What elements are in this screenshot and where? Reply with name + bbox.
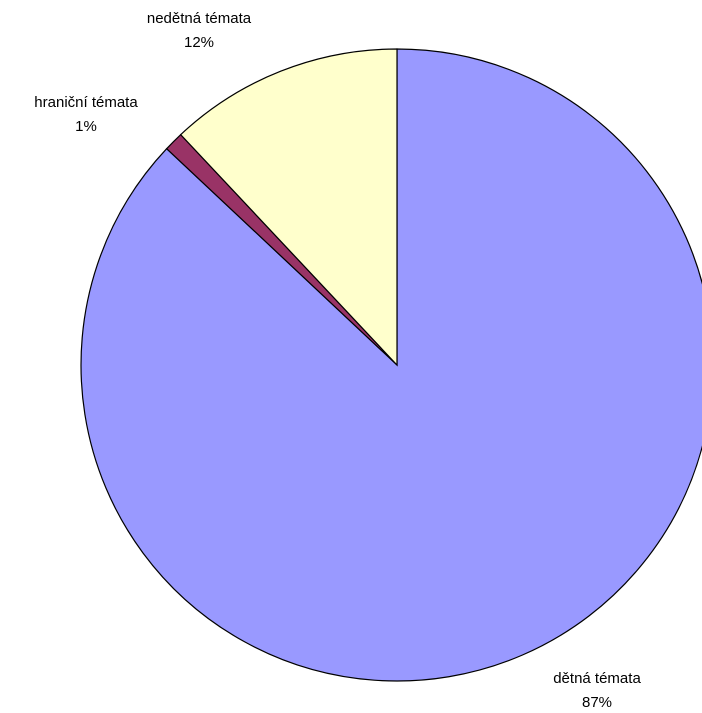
slice-label-detna-temata: dětná témata <box>553 670 641 687</box>
slice-label-nedetna-temata: nedětná témata <box>147 10 252 27</box>
pie-slices <box>80 48 702 682</box>
pie-labels: dětná témata 87% hraniční témata 1% nedě… <box>34 10 641 711</box>
slice-pct-hranicni-temata: 1% <box>75 118 97 135</box>
slice-label-hranicni-temata: hraniční témata <box>34 94 138 111</box>
pie-slice-detna-temata <box>80 48 702 682</box>
slice-pct-detna-temata: 87% <box>582 694 612 711</box>
slice-pct-nedetna-temata: 12% <box>184 34 214 51</box>
pie-slice-nedetna-temata <box>179 48 398 367</box>
